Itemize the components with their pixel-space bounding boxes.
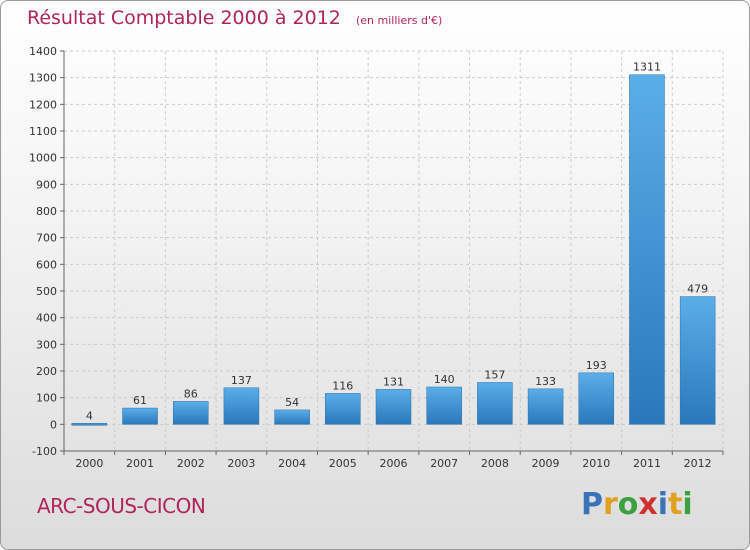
y-tick-label: 500	[36, 285, 57, 298]
bar-value-label: 140	[434, 373, 455, 386]
chart-title-main: Résultat Comptable 2000 à 2012	[27, 7, 341, 29]
logo-letter: P	[581, 487, 603, 522]
x-tick-label: 2007	[430, 457, 458, 470]
bar-value-label: 61	[133, 394, 147, 407]
x-tick-label: 2003	[227, 457, 255, 470]
bar	[325, 393, 361, 425]
x-tick-label: 2006	[380, 457, 408, 470]
x-tick-label: 2002	[177, 457, 205, 470]
y-tick-label: 800	[36, 205, 57, 218]
y-tick-label: 200	[36, 365, 57, 378]
bar	[679, 296, 716, 425]
bar-value-label: 116	[332, 379, 353, 392]
bar-value-label: 1311	[633, 61, 661, 74]
bar	[71, 423, 108, 426]
x-tick-label: 2010	[582, 457, 610, 470]
bar	[629, 74, 665, 425]
x-tick-label: 2008	[481, 457, 509, 470]
x-tick-label: 2005	[329, 457, 357, 470]
bar	[477, 382, 513, 425]
bar-value-label: 4	[86, 409, 93, 422]
y-tick-label: 1100	[29, 125, 57, 138]
bar-value-label: 193	[586, 359, 607, 372]
commune-name: ARC-SOUS-CICON	[37, 494, 206, 518]
logo-letter: i	[682, 487, 693, 522]
y-tick-label: 700	[36, 232, 57, 245]
y-tick-label: 0	[50, 418, 57, 431]
y-tick-label: 1300	[29, 72, 57, 85]
y-tick-label: 400	[36, 312, 57, 325]
chart-title-unit: (en milliers d'€)	[355, 14, 443, 27]
bar	[578, 372, 615, 425]
x-tick-label: 2012	[684, 457, 712, 470]
bar	[527, 388, 564, 425]
grid-lines	[63, 50, 724, 452]
logo-letter: x	[638, 487, 658, 522]
logo-letter: t	[668, 487, 683, 522]
logo-letter: r	[603, 487, 618, 522]
bar	[375, 389, 412, 425]
x-tick-label: 2001	[126, 457, 154, 470]
x-tick-label: 2009	[532, 457, 560, 470]
logo-letter: i	[657, 487, 669, 522]
x-tick-label: 2004	[278, 457, 306, 470]
x-tick-label: 2000	[75, 457, 103, 470]
bar-value-label: 131	[383, 375, 404, 388]
y-tick-label: 1200	[29, 98, 57, 111]
bar	[223, 387, 260, 425]
bar-value-label: 54	[285, 396, 299, 409]
y-tick-label: 100	[36, 392, 57, 405]
y-tick-label: 1000	[29, 152, 57, 165]
bar-value-label: 86	[184, 387, 198, 400]
y-tick-label: 300	[36, 338, 57, 351]
y-tick-label: 900	[36, 178, 57, 191]
bar	[172, 401, 209, 425]
y-tick-label: 1400	[29, 45, 57, 58]
x-tick-label: 2011	[633, 457, 661, 470]
bars	[71, 74, 716, 426]
axes	[60, 50, 724, 455]
bar-value-label: 133	[535, 375, 556, 388]
bar-value-label: 479	[687, 283, 708, 296]
proxiti-logo: Proxiti	[581, 487, 693, 522]
bar	[274, 409, 310, 425]
bar	[426, 386, 462, 425]
bar	[122, 407, 158, 425]
y-tick-label: -100	[32, 445, 57, 458]
y-tick-label: 600	[36, 258, 57, 271]
labels: -100 0 100 200 300 400 500 600 700 800 900 1000 1100…	[29, 45, 712, 470]
bar-value-label: 137	[231, 374, 252, 387]
bar-value-label: 157	[484, 368, 505, 381]
chart-title: Résultat Comptable 2000 à 2012 (en milli…	[27, 7, 442, 29]
logo-letter: o	[617, 487, 639, 522]
